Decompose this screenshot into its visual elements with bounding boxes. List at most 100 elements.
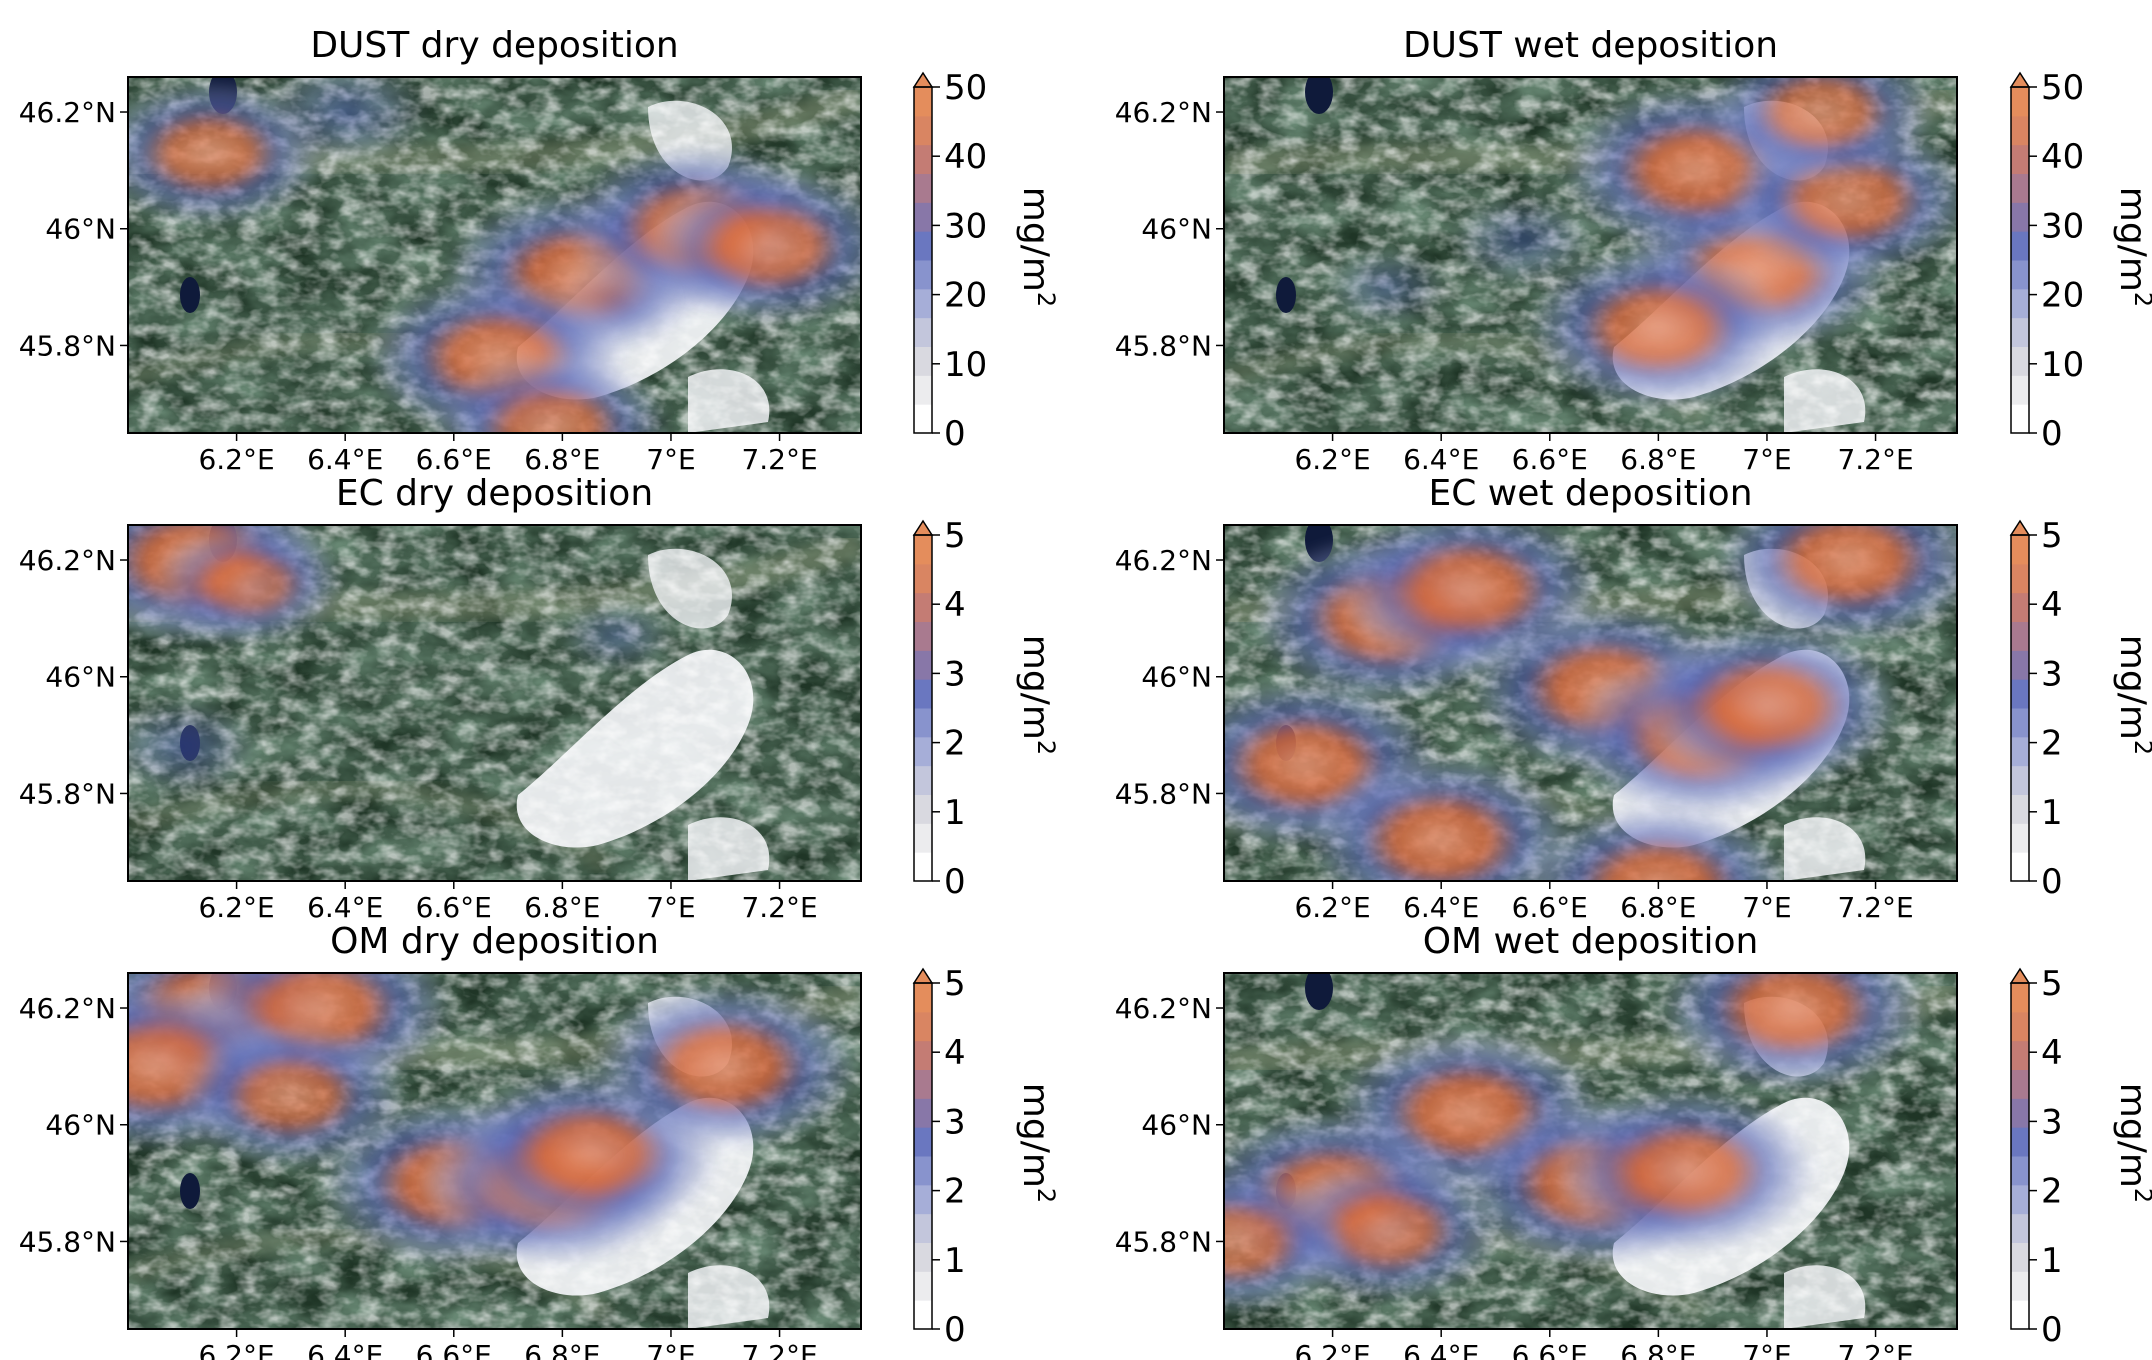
colorbar-extend-arrow <box>912 519 934 536</box>
colorbar-tick-label: 3 <box>944 654 966 694</box>
colorbar-segment <box>914 1156 932 1186</box>
colorbar-segment <box>2011 1098 2029 1128</box>
x-tick-label: 6.2°E <box>1294 891 1370 924</box>
colorbar-segment <box>914 317 932 347</box>
map-frame <box>1223 524 1958 882</box>
colorbar-segment <box>2011 1069 2029 1099</box>
colorbar-tick-label: 0 <box>2041 862 2063 902</box>
colorbar-segment <box>914 1184 932 1215</box>
colorbar-segment <box>914 535 932 565</box>
x-tick-label: 6.2°E <box>198 443 274 476</box>
x-tick-label: 7.2°E <box>1837 443 1913 476</box>
colorbar-segment <box>914 563 932 594</box>
colorbar-label: mg/m2 <box>1015 1083 1060 1203</box>
colorbar-tick-label: 0 <box>2041 1310 2063 1350</box>
colorbar-segment <box>914 1271 932 1301</box>
y-tick-label: 46.2°N <box>19 992 116 1025</box>
colorbar-tick-label: 0 <box>944 862 966 902</box>
panel-5: OM dry deposition 6.2°E 6.4°E 6.6°E 6.8°E 7°E… <box>19 921 1060 1360</box>
colorbar-frame <box>2010 534 2030 882</box>
map-area <box>1224 525 1957 881</box>
colorbar-segment <box>914 983 932 1013</box>
colorbar-segment <box>914 231 932 261</box>
colorbar-tick-label: 2 <box>2041 724 2063 764</box>
colorbar: 0 10 20 30 40 50 mg/m2 <box>912 68 1060 454</box>
deposition-hotspot <box>1523 801 1794 881</box>
x-tick-label: 6.2°E <box>1294 443 1370 476</box>
colorbar-segment <box>2011 202 2029 232</box>
deposition-field <box>1323 77 1957 411</box>
colorbar-segment <box>914 1069 932 1099</box>
colorbar-tick-label: 50 <box>944 68 987 108</box>
x-tick-label: 6.2°E <box>1294 1339 1370 1360</box>
deposition-field <box>128 77 861 433</box>
colorbar-segment <box>914 1040 932 1070</box>
colorbar: 0 1 2 3 4 5 mg/m2 <box>912 516 1060 902</box>
map-frame <box>127 76 862 434</box>
colorbar: 0 1 2 3 4 5 mg/m2 <box>912 964 1060 1350</box>
x-tick-label: 6.6°E <box>1512 1339 1588 1360</box>
x-tick-label: 6.8°E <box>524 443 600 476</box>
colorbar-segment <box>914 1300 932 1330</box>
colorbar-segment <box>2011 563 2029 594</box>
colorbar-tick-label: 5 <box>2041 964 2063 1004</box>
colorbar-tick-label: 1 <box>944 1241 966 1281</box>
colorbar-tick-label: 10 <box>944 345 987 385</box>
colorbar-segment <box>914 87 932 117</box>
lake <box>1276 277 1296 313</box>
colorbar-segment <box>2011 115 2029 146</box>
x-tick-label: 7.2°E <box>1837 1339 1913 1360</box>
colorbar-tick-label: 20 <box>944 276 987 316</box>
x-tick-label: 6.4°E <box>307 443 383 476</box>
colorbar: 0 1 2 3 4 5 mg/m2 <box>2009 964 2152 1350</box>
colorbar-segment <box>2011 231 2029 261</box>
y-tick-label: 45.8°N <box>1115 777 1212 810</box>
x-tick-label: 7.2°E <box>741 1339 817 1360</box>
y-tick-label: 46.2°N <box>1115 96 1212 129</box>
deposition-hotspot <box>1659 973 1930 1093</box>
deposition-hotspot <box>1631 620 1902 791</box>
colorbar-segment <box>914 794 932 824</box>
colorbar-segment <box>2011 794 2029 824</box>
colorbar-tick-label: 2 <box>2041 1172 2063 1212</box>
deposition-hotspot <box>257 77 433 168</box>
y-tick-label: 45.8°N <box>1115 1225 1212 1258</box>
colorbar-tick-label: 0 <box>944 1310 966 1350</box>
x-tick-label: 7°E <box>646 1339 696 1360</box>
deposition-hotspot <box>1527 245 1790 411</box>
panel-4: EC wet deposition 6.2°E 6.4°E 6.6°E 6.8°E 7°E… <box>1115 473 2152 924</box>
colorbar-tick-label: 50 <box>2041 68 2084 108</box>
panel-title: EC wet deposition <box>1428 473 1752 514</box>
colorbar-segment <box>2011 852 2029 882</box>
colorbar-frame <box>2010 982 2030 1330</box>
colorbar-segment <box>2011 765 2029 795</box>
x-tick-label: 7.2°E <box>741 443 817 476</box>
colorbar-segment <box>914 708 932 738</box>
colorbar-segment <box>2011 1242 2029 1272</box>
y-tick-label: 46°N <box>1141 1109 1212 1142</box>
colorbar-label: mg/m2 <box>1015 187 1060 307</box>
x-tick-label: 7.2°E <box>741 891 817 924</box>
colorbar-tick-label: 30 <box>944 206 987 246</box>
colorbar-label: mg/m2 <box>1015 635 1060 755</box>
map-area <box>128 525 861 881</box>
colorbar-extend-arrow <box>2009 967 2031 984</box>
x-tick-label: 6.4°E <box>1403 443 1479 476</box>
colorbar-segment <box>2011 173 2029 203</box>
deposition-hotspot <box>643 167 861 326</box>
colorbar-segment <box>914 1127 932 1157</box>
x-tick-label: 7.2°E <box>1837 891 1913 924</box>
colorbar-label: mg/m2 <box>2112 1083 2152 1203</box>
deposition-hotspot <box>1713 525 1957 645</box>
colorbar-tick-label: 40 <box>944 137 987 177</box>
colorbar-segment <box>2011 708 2029 738</box>
lake <box>1305 77 1333 114</box>
colorbar-tick-label: 5 <box>2041 516 2063 556</box>
colorbar-segment <box>914 115 932 146</box>
panel-6: OM wet deposition 6.2°E 6.4°E 6.6°E 6.8°E 7°E… <box>1115 921 2152 1360</box>
y-tick-label: 46°N <box>45 213 116 246</box>
colorbar-tick-label: 3 <box>944 1102 966 1142</box>
colorbar-extend-arrow <box>912 967 934 984</box>
colorbar-segment <box>914 823 932 853</box>
colorbar-label: mg/m2 <box>2112 635 2152 755</box>
